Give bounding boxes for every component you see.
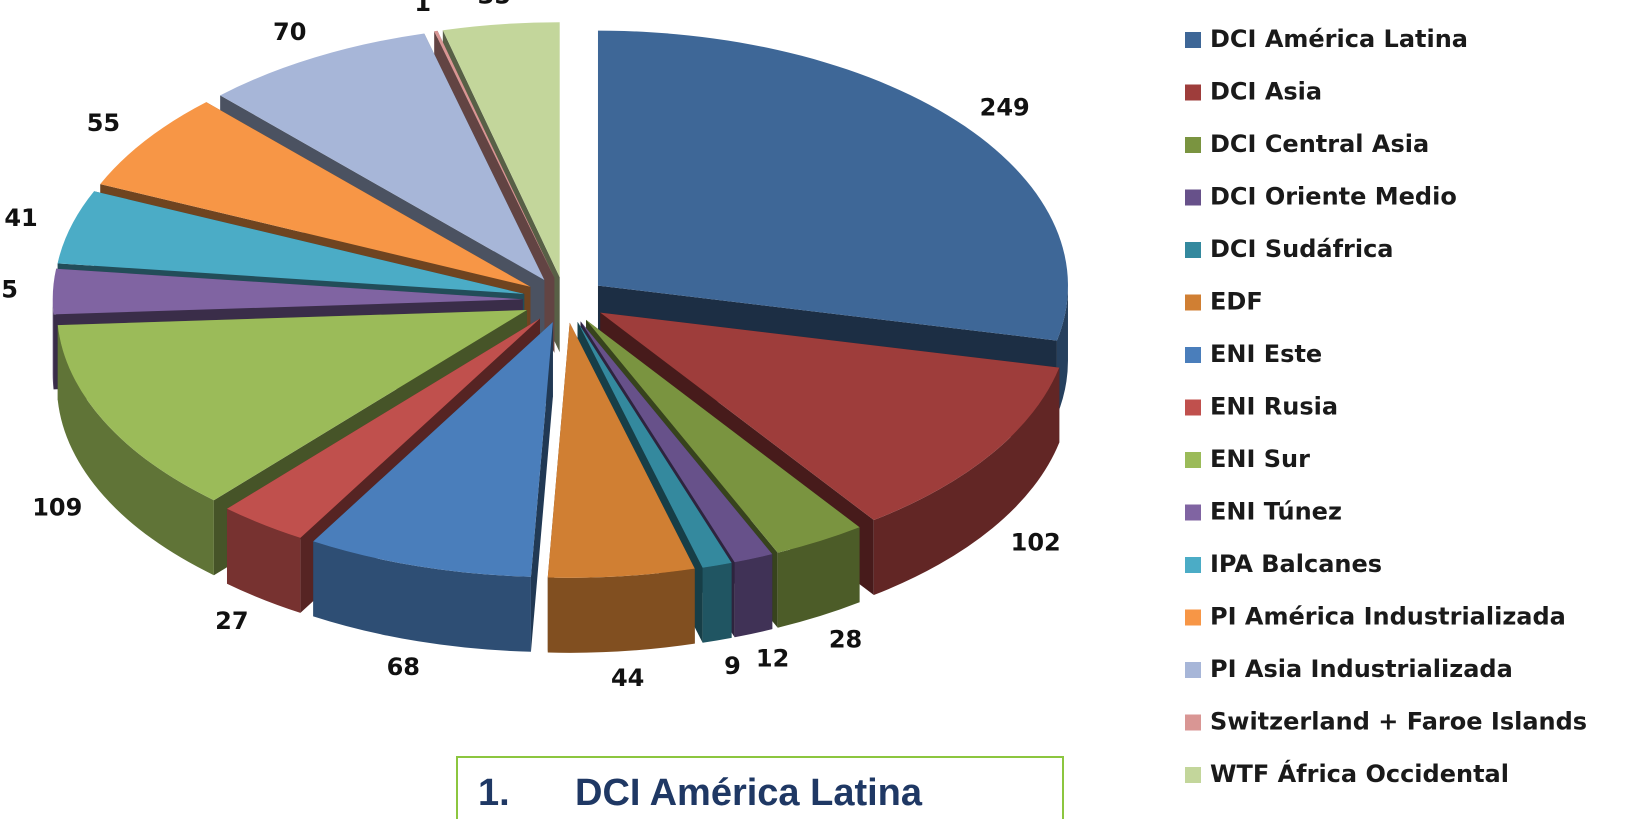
legend-swatch: [1185, 557, 1201, 573]
data-label: 68: [387, 653, 420, 681]
legend-label: DCI Asia: [1210, 78, 1322, 106]
legend-label: Switzerland + Faroe Islands: [1210, 708, 1587, 736]
legend-label: PI América Industrializada: [1210, 603, 1566, 631]
data-label: 35: [478, 0, 511, 9]
data-label: 1: [414, 0, 431, 17]
legend-label: DCI Central Asia: [1210, 130, 1429, 158]
data-label: 27: [215, 607, 248, 635]
data-label: 28: [829, 625, 862, 653]
legend-swatch: [1185, 137, 1201, 153]
legend-swatch: [1185, 242, 1201, 258]
legend-label: ENI Sur: [1210, 445, 1310, 473]
data-label: 55: [87, 109, 120, 137]
legend-swatch: [1185, 347, 1201, 363]
legend-label: EDF: [1210, 288, 1263, 316]
legend-swatch: [1185, 715, 1201, 731]
legend-label: IPA Balcanes: [1210, 550, 1382, 578]
data-label: 102: [1011, 529, 1061, 557]
legend-label: DCI Sudáfrica: [1210, 235, 1394, 263]
legend-swatch: [1185, 190, 1201, 206]
data-label: 9: [724, 652, 741, 680]
legend-label: DCI América Latina: [1210, 25, 1468, 53]
data-label: 109: [32, 493, 82, 521]
legend-swatch: [1185, 400, 1201, 416]
legend-swatch: [1185, 452, 1201, 468]
legend-label: PI Asia Industrializada: [1210, 655, 1513, 683]
legend-label: ENI Rusia: [1210, 393, 1338, 421]
slice-wall: [735, 554, 773, 637]
legend-label: WTF África Occidental: [1210, 759, 1509, 788]
legend-swatch: [1185, 32, 1201, 48]
annotation-number: 1.: [478, 772, 510, 814]
legend-swatch: [1185, 767, 1201, 783]
legend-swatch: [1185, 662, 1201, 678]
data-label: 70: [273, 18, 306, 46]
data-label: 25: [0, 276, 18, 304]
legend-swatch: [1185, 505, 1201, 521]
legend-label: ENI Este: [1210, 340, 1322, 368]
legend-swatch: [1185, 610, 1201, 626]
data-label: 44: [611, 664, 644, 692]
data-label: 12: [756, 645, 789, 673]
legend-swatch: [1185, 85, 1201, 101]
data-label: 41: [4, 204, 37, 232]
data-label: 249: [980, 93, 1030, 121]
legend-swatch: [1185, 295, 1201, 311]
legend-label: ENI Túnez: [1210, 498, 1342, 526]
slice-wall: [548, 569, 695, 653]
chart: 249 102 28 12 9 44 68 27 109 25 41 55 70 1 35 DCI Amér…: [0, 0, 1643, 819]
legend-label: DCI Oriente Medio: [1210, 183, 1457, 211]
annotation-text: DCI América Latina: [575, 772, 923, 814]
slice-wall: [703, 563, 732, 643]
